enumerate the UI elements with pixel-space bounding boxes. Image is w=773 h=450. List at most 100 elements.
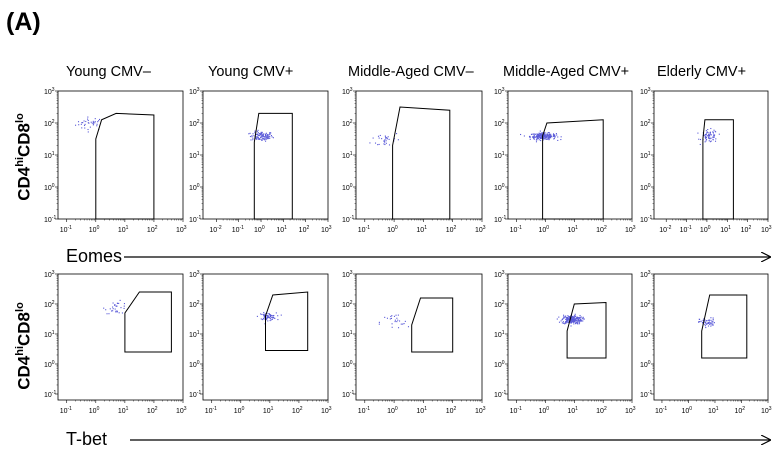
event-dot bbox=[256, 315, 258, 317]
event-dot bbox=[386, 138, 388, 140]
y-tick-label: 103 bbox=[640, 87, 651, 96]
event-dot bbox=[713, 322, 715, 324]
event-dot bbox=[715, 131, 717, 133]
event-dot bbox=[567, 318, 569, 320]
event-dot bbox=[261, 134, 263, 136]
event-dot bbox=[402, 323, 404, 325]
event-dot bbox=[578, 319, 580, 322]
event-dot bbox=[92, 122, 95, 124]
event-dot bbox=[579, 314, 581, 317]
event-dot bbox=[256, 131, 258, 133]
event-dot bbox=[709, 132, 711, 134]
event-dot bbox=[713, 129, 715, 131]
event-dot bbox=[81, 127, 83, 129]
event-dot bbox=[573, 315, 575, 317]
x-tick-label: 102 bbox=[299, 225, 310, 234]
event-dot bbox=[710, 140, 712, 142]
event-dot bbox=[705, 133, 708, 135]
event-dot bbox=[98, 118, 101, 120]
y-tick-label: 101 bbox=[189, 151, 200, 160]
event-dot bbox=[705, 134, 707, 136]
event-dot bbox=[582, 320, 584, 322]
event-dot bbox=[85, 120, 87, 123]
event-dot bbox=[536, 138, 538, 140]
event-dot bbox=[544, 132, 546, 134]
event-dot bbox=[533, 135, 535, 137]
event-dot bbox=[565, 315, 567, 317]
x-tick-label: 10-1 bbox=[510, 406, 522, 415]
event-dot bbox=[549, 135, 552, 137]
event-dot bbox=[96, 123, 98, 125]
event-dot bbox=[574, 319, 576, 321]
event-dot bbox=[707, 135, 709, 137]
event-dot bbox=[707, 322, 709, 325]
x-tick-label: 101 bbox=[416, 406, 427, 415]
event-dot bbox=[123, 305, 125, 307]
event-dot bbox=[581, 320, 583, 322]
event-dot bbox=[78, 124, 80, 126]
y-tick-label: 102 bbox=[640, 119, 651, 128]
event-dot bbox=[271, 317, 274, 319]
event-dot bbox=[262, 313, 264, 315]
event-dot bbox=[257, 137, 259, 139]
y-tick-label: 103 bbox=[44, 270, 55, 279]
event-dot bbox=[561, 322, 563, 324]
event-dot bbox=[265, 133, 267, 135]
event-dot bbox=[704, 322, 706, 324]
event-dot bbox=[704, 324, 706, 326]
event-dot bbox=[705, 136, 708, 138]
event-dot bbox=[393, 138, 396, 140]
event-dot bbox=[712, 131, 714, 133]
event-dot bbox=[545, 137, 547, 139]
event-dot bbox=[704, 321, 706, 323]
event-dot bbox=[704, 141, 706, 143]
event-dot bbox=[570, 322, 572, 324]
x-tick-label: 10-1 bbox=[232, 225, 244, 234]
gate-polygon bbox=[95, 112, 155, 220]
event-dot bbox=[248, 133, 250, 135]
event-dot bbox=[712, 322, 714, 324]
event-dot bbox=[699, 321, 701, 323]
x-tick-label: 100 bbox=[234, 406, 245, 415]
event-dot bbox=[261, 319, 263, 321]
event-dot bbox=[540, 133, 542, 135]
event-dot bbox=[541, 132, 543, 134]
facs-plot-7: 10-1 100 101 102 103 10-1 100 101 102 103 bbox=[189, 270, 332, 415]
event-dot bbox=[705, 130, 707, 132]
event-dot bbox=[89, 126, 91, 128]
event-dot bbox=[396, 317, 398, 319]
event-dot bbox=[536, 135, 538, 137]
event-dot bbox=[264, 135, 266, 138]
event-dot bbox=[540, 140, 542, 142]
event-dot bbox=[583, 318, 585, 320]
gate-polygon bbox=[566, 301, 607, 359]
event-dot bbox=[270, 132, 272, 134]
event-dot bbox=[532, 133, 534, 135]
y-tick-label: 100 bbox=[189, 183, 200, 192]
x-tick-label: 100 bbox=[538, 225, 549, 234]
event-dot bbox=[391, 323, 393, 325]
event-dot bbox=[260, 132, 262, 134]
event-dot bbox=[271, 136, 273, 138]
event-dot bbox=[575, 315, 577, 317]
event-dot bbox=[572, 321, 574, 323]
event-dot bbox=[548, 139, 550, 141]
event-dot bbox=[712, 135, 715, 137]
event-dot bbox=[544, 138, 546, 140]
x-tick-label: 103 bbox=[321, 406, 332, 415]
x-tick-label: 102 bbox=[446, 225, 457, 234]
x-tick-label: 100 bbox=[387, 225, 398, 234]
event-dot bbox=[712, 131, 714, 133]
event-dot bbox=[533, 133, 535, 135]
event-dot bbox=[564, 322, 566, 324]
event-dot bbox=[528, 135, 531, 138]
event-dot bbox=[698, 138, 700, 140]
event-dot bbox=[707, 129, 709, 131]
event-dot bbox=[257, 132, 259, 134]
event-dot bbox=[403, 323, 405, 325]
y-tick-label: 10-1 bbox=[494, 215, 506, 224]
event-dot bbox=[397, 327, 400, 329]
x-tick-label: 101 bbox=[276, 225, 287, 234]
event-dot bbox=[577, 319, 579, 321]
x-tick-label: 10-2 bbox=[209, 225, 221, 234]
